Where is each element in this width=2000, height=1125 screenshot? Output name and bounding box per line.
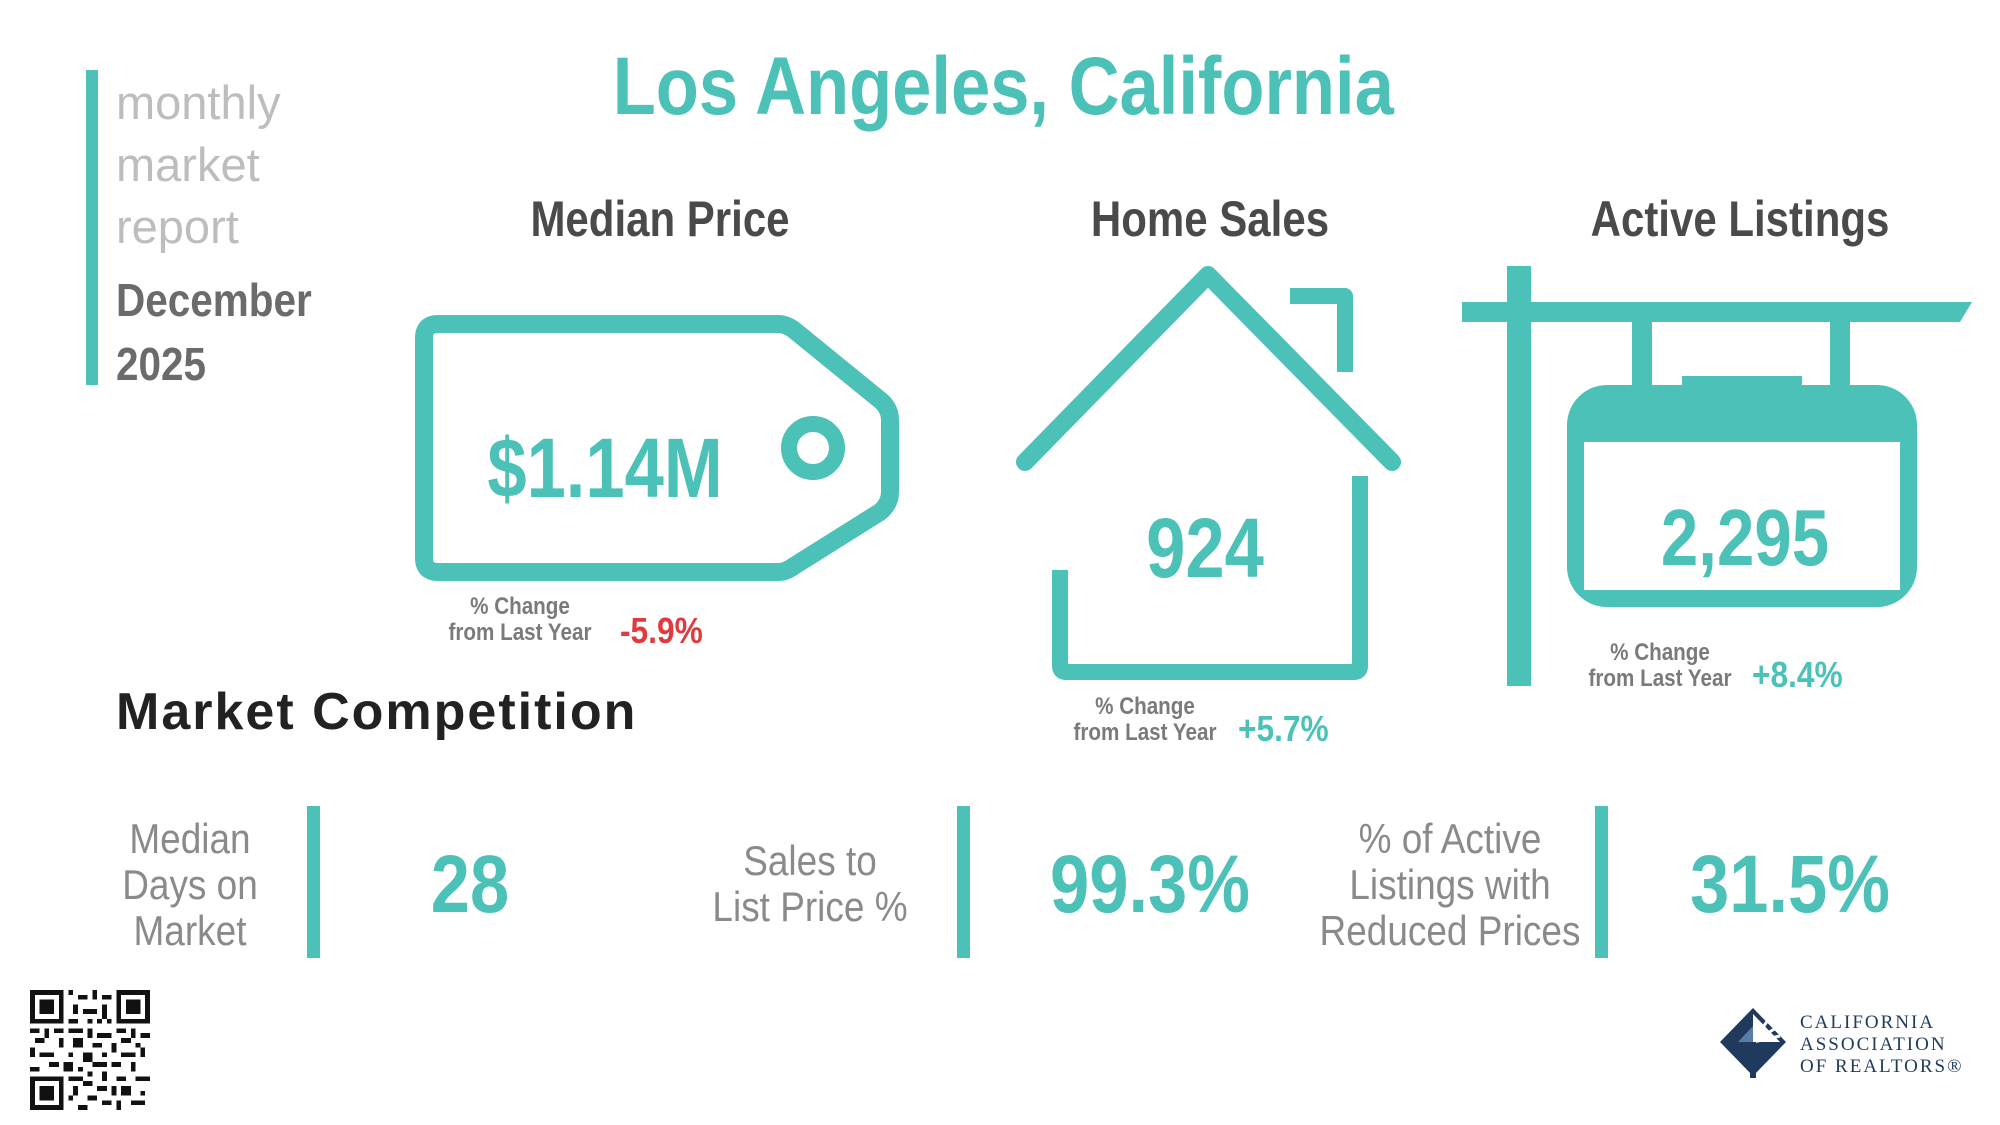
days-on-market-divider: [307, 806, 320, 958]
qr-code-icon: [30, 990, 150, 1110]
days-on-market-label-2: Days on: [122, 861, 258, 908]
days-on-market-label-3: Market: [133, 907, 247, 954]
sales-to-list-label-1: Sales to: [743, 837, 877, 884]
report-label-line-1: monthly: [116, 76, 281, 129]
reduced-prices-value: 31.5%: [1690, 839, 1890, 930]
median-price-value: $1.14M: [487, 421, 723, 515]
realtors-logo-line-2: ASSOCIATION: [1800, 1034, 1947, 1055]
days-on-market-value: 28: [430, 839, 510, 930]
report-year: 2025: [116, 338, 207, 390]
sales-to-list-value: 99.3%: [1050, 839, 1250, 930]
reduced-prices-label-1: % of Active: [1358, 815, 1542, 862]
active-listings-value: 2,295: [1660, 493, 1830, 582]
active-listings-change-label-2: from Last Year: [1588, 665, 1732, 692]
days-on-market-label-1: Median: [129, 815, 251, 862]
active-listings-title: Active Listings: [1590, 191, 1890, 247]
realtors-logo-text: CALIFORNIA ASSOCIATION OF REALTORS®: [1800, 1012, 1964, 1078]
report-month: December: [116, 274, 312, 326]
reduced-prices-label-3: Reduced Prices: [1319, 907, 1581, 954]
home-sales-change-value: +5.7%: [1238, 708, 1329, 749]
reduced-prices-label-2: Listings with: [1349, 861, 1551, 908]
active-listings-change-label-1: % Change: [1610, 639, 1710, 666]
city-title: Los Angeles, California: [612, 41, 1394, 132]
home-sales-title: Home Sales: [1090, 191, 1330, 247]
median-price-change-label-1: % Change: [470, 593, 570, 620]
median-price-change-label-2: from Last Year: [448, 619, 592, 646]
market-competition-title: Market Competition: [116, 683, 638, 741]
report-label-line-2: market: [116, 138, 260, 191]
home-sales-change-label-1: % Change: [1095, 693, 1195, 720]
active-listings-change-value: +8.4%: [1752, 654, 1843, 695]
reduced-prices-divider: [1595, 806, 1608, 958]
sales-to-list-label-2: List Price %: [712, 883, 908, 930]
median-price-change-value: -5.9%: [620, 610, 703, 651]
sales-to-list-divider: [957, 806, 970, 958]
home-sales-value: 924: [1146, 501, 1264, 595]
report-accent-bar: [86, 70, 98, 385]
median-price-title: Median Price: [530, 191, 790, 247]
realtors-logo-line-1: CALIFORNIA: [1800, 1012, 1936, 1033]
report-label-line-3: report: [116, 200, 239, 253]
realtors-logo-icon: [1720, 1008, 1786, 1078]
home-sales-change-label-2: from Last Year: [1073, 719, 1217, 746]
realtors-logo-line-3: OF REALTORS®: [1800, 1056, 1964, 1077]
